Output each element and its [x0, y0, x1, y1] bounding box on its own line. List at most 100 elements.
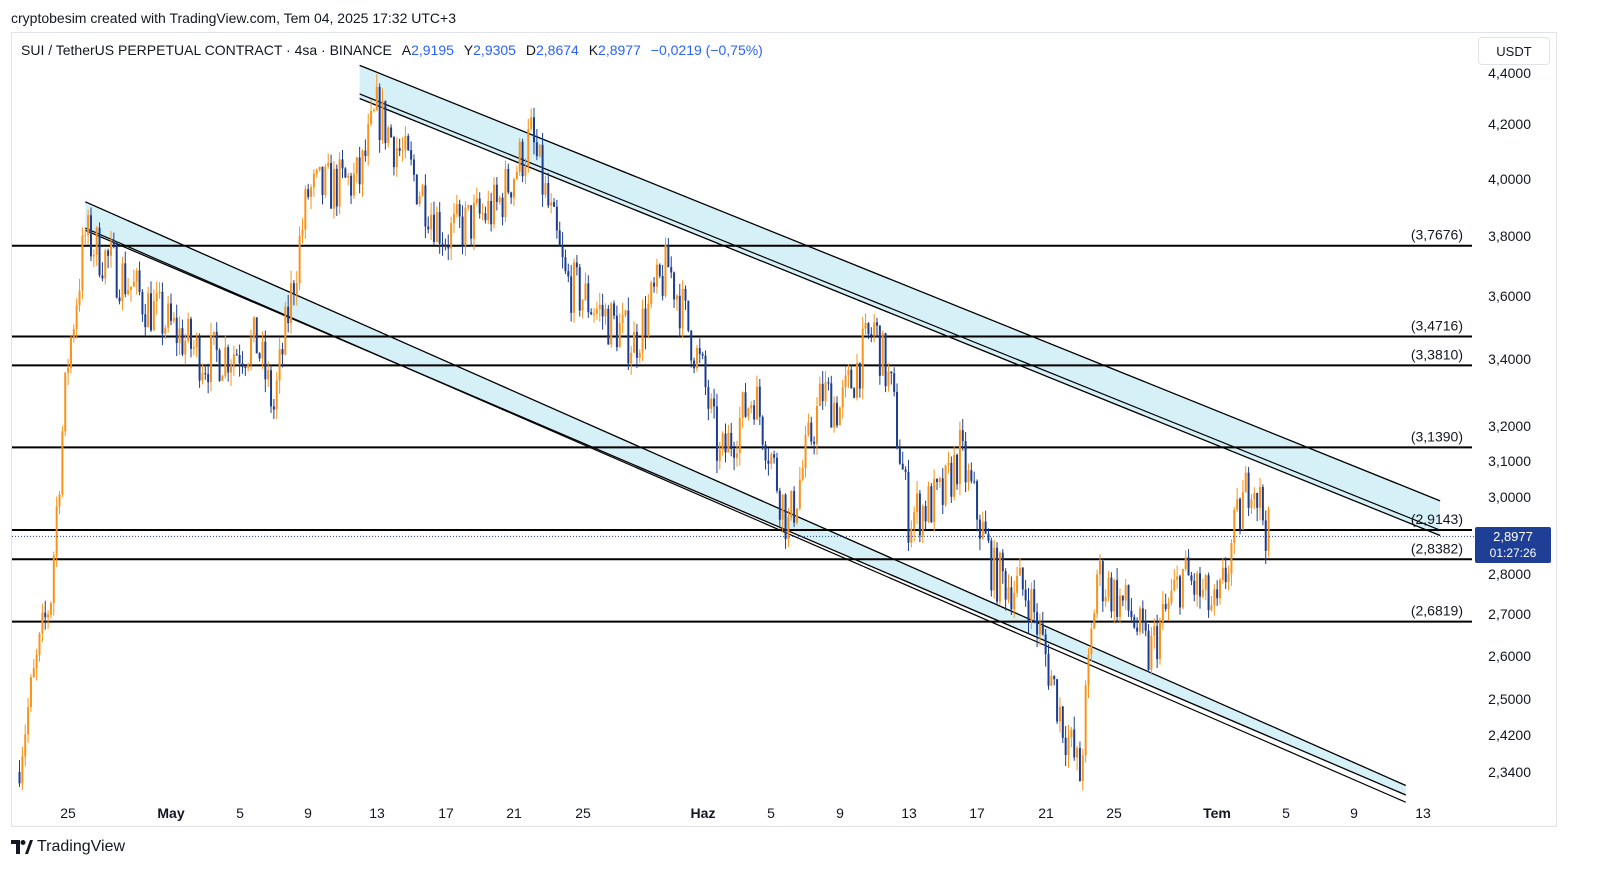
candle-body — [650, 282, 653, 304]
candle-body — [1187, 557, 1190, 576]
candle-body — [478, 198, 481, 214]
candle-body — [375, 86, 378, 111]
candle-body — [861, 328, 864, 389]
candle-body — [1161, 604, 1164, 622]
candle-body — [944, 465, 947, 505]
candle-body — [1107, 577, 1110, 598]
candle-body — [610, 303, 613, 345]
candle-body — [447, 246, 450, 249]
candle-body — [89, 215, 92, 257]
candle-body — [481, 213, 484, 215]
candle-body — [1201, 589, 1204, 597]
candle-body — [627, 310, 630, 364]
candle-body — [187, 319, 190, 341]
y-tick-label: 4,4000 — [1488, 65, 1531, 81]
candle-body — [1038, 623, 1041, 635]
x-tick-label: 9 — [304, 805, 312, 821]
open-value: 2,9195 — [411, 42, 454, 58]
candle-body — [118, 297, 121, 302]
candle-body — [407, 136, 410, 151]
y-tick-label: 3,0000 — [1488, 489, 1531, 505]
candle-body — [775, 457, 778, 491]
y-tick-label: 2,8000 — [1488, 566, 1531, 582]
candle-body — [81, 235, 84, 291]
candle-body — [112, 242, 115, 245]
candle-body — [844, 375, 847, 388]
x-tick-label: 25 — [1106, 805, 1122, 821]
candle-body — [667, 244, 670, 268]
candle-body — [936, 479, 939, 483]
candle-body — [670, 267, 673, 273]
candle-body — [1233, 509, 1236, 544]
x-tick-label: 21 — [506, 805, 522, 821]
candle-body — [781, 494, 784, 520]
candle-body — [658, 264, 661, 276]
x-tick-label: 13 — [901, 805, 917, 821]
candle-body — [204, 373, 207, 375]
candle-body — [250, 337, 253, 365]
candle-body — [998, 552, 1001, 602]
candle-body — [44, 612, 47, 618]
candle-body — [587, 283, 590, 313]
candle-body — [1087, 654, 1090, 686]
open-label: A — [401, 42, 412, 58]
candle-body — [933, 479, 936, 523]
candle-body — [1058, 706, 1061, 722]
candle-body — [1213, 589, 1216, 606]
candle-body — [930, 486, 933, 523]
candle-body — [1207, 575, 1210, 611]
candle-body — [1018, 567, 1021, 576]
candle-body — [218, 350, 221, 381]
candle-body — [890, 371, 893, 374]
x-tick-label: Tem — [1203, 805, 1231, 821]
x-tick-label: 17 — [438, 805, 454, 821]
candle-body — [978, 519, 981, 539]
tradingview-logo[interactable]: TradingView — [11, 838, 125, 856]
candle-body — [49, 603, 52, 615]
candle-body — [1221, 567, 1224, 580]
candle-body — [261, 341, 264, 359]
close-label: K — [588, 42, 599, 58]
candle-body — [578, 267, 581, 311]
candle-body — [1190, 575, 1193, 581]
candle-body — [887, 371, 890, 387]
candle-body — [121, 263, 124, 302]
currency-button[interactable]: USDT — [1478, 37, 1550, 65]
candle-body — [987, 533, 990, 541]
candle-body — [1176, 576, 1179, 580]
level-label: (3,1390) — [1411, 428, 1463, 444]
level-label: (2,6819) — [1411, 603, 1463, 619]
y-tick-label: 2,3400 — [1488, 764, 1531, 780]
candle-body — [564, 257, 567, 272]
candle-body — [1010, 587, 1013, 610]
y-tick-label: 4,0000 — [1488, 171, 1531, 187]
candle-body — [84, 235, 87, 237]
candle-body — [170, 303, 172, 321]
candle-body — [630, 352, 633, 364]
candle-body — [1164, 604, 1167, 610]
candle-body — [864, 323, 867, 329]
candle-body — [1036, 612, 1039, 635]
candle-body — [1121, 595, 1124, 601]
candle-body — [1013, 592, 1016, 610]
x-tick-label: 17 — [969, 805, 985, 821]
candle-body — [432, 214, 435, 242]
candle-body — [175, 317, 178, 344]
candle-body — [321, 166, 324, 196]
candle-body — [807, 422, 810, 435]
candle-body — [1081, 755, 1084, 782]
candle-body — [24, 734, 27, 757]
candle-body — [430, 214, 433, 230]
candle-body — [158, 291, 161, 294]
candle-body — [55, 506, 58, 556]
candle-body — [490, 200, 493, 225]
level-label: (2,8382) — [1411, 540, 1463, 556]
candle-body — [916, 493, 919, 513]
candle-body — [1101, 561, 1104, 602]
candle-body — [295, 283, 298, 295]
candle-body — [1118, 595, 1121, 617]
tradingview-icon — [11, 840, 33, 854]
candle-body — [815, 405, 818, 444]
candle-body — [441, 243, 444, 245]
